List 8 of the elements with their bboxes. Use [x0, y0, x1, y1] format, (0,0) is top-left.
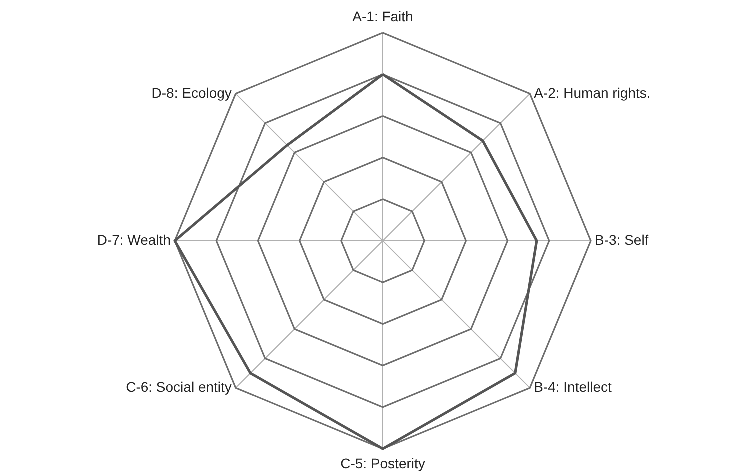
spoke-label: C-6: Social entity: [126, 379, 232, 396]
spoke-label: D-7: Wealth: [97, 232, 171, 248]
spoke-label: A-1: Faith: [352, 8, 414, 24]
spoke-label: A-2: Human rights.: [534, 84, 651, 101]
spoke-label: C-5: Posterity: [340, 456, 426, 472]
spoke-label: D-8: Ecology: [152, 84, 232, 101]
spoke-label: B-4: Intellect: [534, 379, 612, 396]
spoke-label: B-3: Self: [595, 232, 649, 248]
